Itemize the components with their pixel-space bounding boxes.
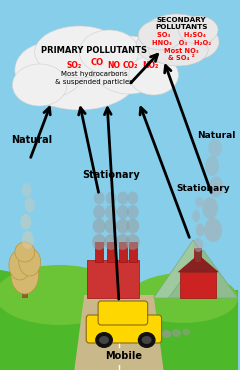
Bar bbox=[119, 242, 127, 262]
Ellipse shape bbox=[195, 196, 203, 208]
Polygon shape bbox=[0, 270, 238, 310]
Ellipse shape bbox=[35, 26, 124, 78]
Ellipse shape bbox=[9, 250, 31, 280]
Text: SECONDARY
POLLUTANTS: SECONDARY POLLUTANTS bbox=[155, 17, 208, 30]
Text: Stationary: Stationary bbox=[176, 184, 230, 192]
Ellipse shape bbox=[209, 176, 223, 198]
Ellipse shape bbox=[116, 219, 129, 233]
Ellipse shape bbox=[104, 234, 118, 250]
Bar bbox=[87, 260, 139, 298]
Bar bbox=[194, 248, 201, 262]
Ellipse shape bbox=[99, 336, 109, 344]
FancyBboxPatch shape bbox=[98, 301, 148, 325]
Ellipse shape bbox=[196, 223, 205, 236]
Ellipse shape bbox=[149, 34, 208, 66]
Ellipse shape bbox=[192, 210, 200, 222]
Text: CO: CO bbox=[90, 57, 104, 67]
Ellipse shape bbox=[106, 192, 116, 205]
Text: & SO₄ ²: & SO₄ ² bbox=[168, 55, 195, 61]
Ellipse shape bbox=[204, 218, 222, 242]
Ellipse shape bbox=[94, 192, 105, 205]
Ellipse shape bbox=[138, 20, 183, 50]
Ellipse shape bbox=[15, 43, 84, 98]
Ellipse shape bbox=[172, 329, 181, 337]
Ellipse shape bbox=[22, 183, 32, 197]
Ellipse shape bbox=[25, 198, 35, 212]
Ellipse shape bbox=[92, 36, 166, 94]
Ellipse shape bbox=[22, 231, 34, 249]
Ellipse shape bbox=[202, 197, 218, 219]
FancyBboxPatch shape bbox=[86, 315, 162, 343]
Ellipse shape bbox=[11, 256, 39, 294]
Ellipse shape bbox=[142, 14, 211, 56]
Polygon shape bbox=[0, 290, 238, 370]
Bar bbox=[22, 270, 28, 298]
Polygon shape bbox=[178, 255, 218, 272]
Text: NO: NO bbox=[108, 61, 120, 70]
Ellipse shape bbox=[15, 242, 35, 262]
Ellipse shape bbox=[0, 265, 124, 325]
Ellipse shape bbox=[92, 234, 106, 250]
Text: Stationary: Stationary bbox=[82, 170, 140, 180]
Ellipse shape bbox=[182, 329, 190, 336]
Ellipse shape bbox=[126, 234, 140, 250]
Ellipse shape bbox=[129, 55, 178, 95]
Ellipse shape bbox=[142, 336, 152, 344]
Ellipse shape bbox=[19, 248, 41, 276]
Ellipse shape bbox=[12, 64, 67, 106]
Ellipse shape bbox=[138, 332, 156, 348]
Text: Mobile: Mobile bbox=[105, 351, 142, 361]
Ellipse shape bbox=[105, 219, 117, 233]
Bar bbox=[107, 242, 115, 262]
Polygon shape bbox=[154, 240, 233, 298]
Ellipse shape bbox=[20, 40, 139, 110]
Ellipse shape bbox=[205, 156, 219, 176]
Polygon shape bbox=[74, 295, 163, 370]
Ellipse shape bbox=[178, 16, 218, 44]
Ellipse shape bbox=[105, 205, 117, 219]
Bar bbox=[180, 272, 216, 298]
Ellipse shape bbox=[208, 139, 222, 157]
Text: Most hydrocarbons
& suspended particles: Most hydrocarbons & suspended particles bbox=[55, 71, 133, 85]
Text: Most NO₃: Most NO₃ bbox=[164, 48, 199, 54]
Ellipse shape bbox=[79, 30, 139, 74]
Text: CO₂: CO₂ bbox=[123, 61, 138, 70]
Ellipse shape bbox=[93, 205, 105, 219]
Text: HNO₃   O₃   H₂O₂: HNO₃ O₃ H₂O₂ bbox=[152, 40, 211, 46]
Text: PRIMARY POLLUTANTS: PRIMARY POLLUTANTS bbox=[41, 46, 147, 54]
Ellipse shape bbox=[117, 205, 129, 219]
Bar bbox=[129, 242, 137, 262]
Text: SO₂: SO₂ bbox=[67, 61, 82, 70]
Ellipse shape bbox=[116, 234, 130, 250]
Text: NO₂: NO₂ bbox=[143, 61, 159, 70]
Ellipse shape bbox=[193, 238, 203, 252]
Ellipse shape bbox=[93, 219, 106, 233]
Ellipse shape bbox=[129, 273, 238, 323]
Ellipse shape bbox=[117, 192, 128, 205]
Text: SO₃      H₂SO₄: SO₃ H₂SO₄ bbox=[157, 32, 206, 38]
Polygon shape bbox=[168, 250, 238, 298]
Ellipse shape bbox=[127, 205, 139, 219]
Ellipse shape bbox=[162, 330, 171, 338]
Ellipse shape bbox=[95, 332, 113, 348]
Ellipse shape bbox=[126, 219, 139, 233]
Text: Natural: Natural bbox=[197, 131, 235, 139]
Ellipse shape bbox=[20, 214, 31, 230]
Text: Natural: Natural bbox=[11, 135, 52, 145]
Ellipse shape bbox=[136, 27, 191, 63]
Ellipse shape bbox=[168, 24, 219, 60]
Ellipse shape bbox=[127, 192, 138, 205]
Bar bbox=[95, 242, 103, 262]
